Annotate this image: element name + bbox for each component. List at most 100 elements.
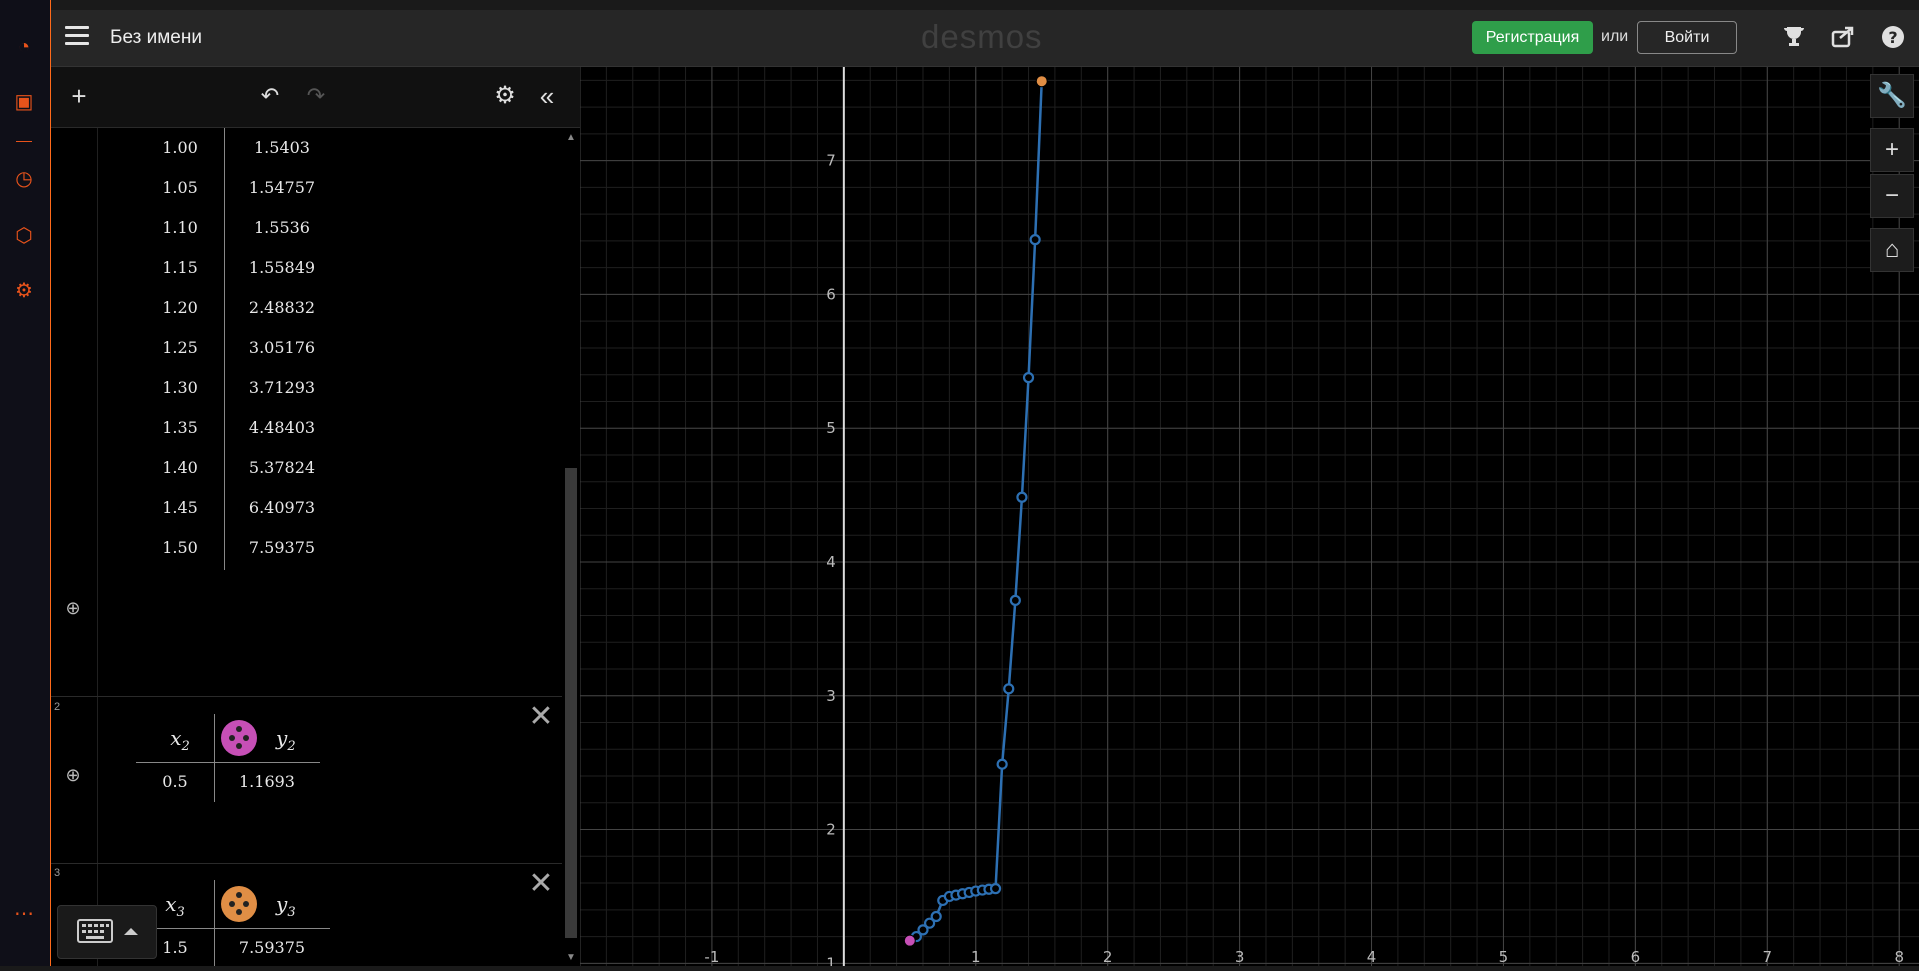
column-header-x[interactable]: x2 — [170, 726, 190, 754]
undo-button[interactable]: ↶ — [260, 83, 280, 108]
data-point — [1022, 372, 1035, 384]
share-icon[interactable] — [1829, 24, 1857, 52]
graph-area[interactable]: -1 1 2 3 4 5 6 7 8 1 2 3 4 5 6 7 🔧 + − ⌂ — [579, 67, 1919, 971]
expression-divider — [51, 863, 562, 864]
table-cell[interactable]: 3.05176 — [248, 338, 316, 357]
table-cell[interactable]: 1.05 — [162, 178, 198, 197]
column-divider — [224, 128, 225, 570]
x-tick-label: 4 — [1367, 948, 1377, 966]
column-header-y[interactable]: y2 — [276, 726, 296, 754]
login-button[interactable]: Войти — [1637, 21, 1737, 54]
table-cell[interactable]: 0.5 — [162, 772, 188, 791]
table-cell[interactable]: 5.37824 — [248, 458, 316, 477]
points-style-icon[interactable] — [221, 886, 257, 922]
table-cell[interactable]: 3.71293 — [248, 378, 316, 397]
header-divider — [136, 762, 320, 763]
expression-list: 1.00 1.5403 1.05 1.54757 1.10 1.5536 1.15 1.558… — [51, 128, 562, 966]
zoom-out-button[interactable]: − — [1870, 174, 1914, 218]
table-cell[interactable]: 1.5 — [162, 938, 188, 957]
table-cell[interactable]: 1.15 — [162, 258, 198, 277]
x-tick-label: 6 — [1631, 948, 1641, 966]
table-cell[interactable]: 1.20 — [162, 298, 198, 317]
x-tick-label: 3 — [1235, 948, 1245, 966]
signup-button[interactable]: Регистрация — [1472, 21, 1593, 54]
delete-expression-icon[interactable]: ✕ — [528, 700, 554, 733]
gear-icon[interactable]: ⚙ — [15, 280, 33, 302]
table-cell[interactable]: 7.59375 — [248, 538, 316, 557]
table-cell[interactable]: 1.50 — [162, 538, 198, 557]
or-label: или — [1601, 28, 1629, 45]
menu-icon[interactable] — [65, 26, 89, 46]
zoom-fit-icon[interactable]: ⊕ — [65, 765, 81, 785]
expression-toolbar: + ↶ ↷ ⚙ « — [51, 67, 580, 128]
rail-divider — [16, 141, 32, 142]
scroll-up-icon[interactable]: ▲ — [566, 132, 576, 143]
x-tick-label: -1 — [704, 948, 719, 966]
side-rail: ◔ ▣ ◷ ⬡ ⚙ ⋯ — [0, 0, 51, 966]
table-cell[interactable]: 7.59375 — [238, 938, 306, 957]
data-point — [923, 917, 936, 929]
table-cell[interactable]: 6.40973 — [248, 498, 316, 517]
home-view-icon[interactable]: ⌂ — [1870, 228, 1914, 272]
table-cell[interactable]: 1.10 — [162, 218, 198, 237]
cube-icon[interactable]: ⬡ — [15, 225, 33, 247]
table-cell[interactable]: 2.48832 — [248, 298, 316, 317]
data-point — [1009, 594, 1021, 606]
x-tick-label: 2 — [1103, 948, 1113, 966]
trophy-icon[interactable] — [1780, 24, 1808, 52]
y-tick-label: 5 — [826, 419, 836, 437]
graph-settings-icon[interactable]: ⚙ — [494, 82, 516, 109]
table-cell[interactable]: 4.48403 — [248, 418, 316, 437]
expression-panel: + ↶ ↷ ⚙ « 1.00 1.5403 1.05 1.54757 1.10 1.553… — [51, 67, 581, 966]
x-tick-label: 7 — [1763, 948, 1773, 966]
keyboard-toggle-button[interactable] — [57, 905, 157, 959]
expression-number: 3 — [54, 867, 61, 879]
table-cell[interactable]: 1.54757 — [248, 178, 316, 197]
expression-gutter — [51, 128, 98, 696]
desmos-logo: desmos — [921, 18, 1043, 55]
x-tick-label: 5 — [1499, 948, 1509, 966]
redo-button[interactable]: ↷ — [306, 83, 326, 108]
highlight-point — [1035, 75, 1048, 88]
speedometer-icon[interactable]: ◔ — [17, 36, 31, 58]
table-cell[interactable]: 1.55849 — [248, 258, 316, 277]
column-divider — [214, 714, 215, 802]
y-tick-label: 6 — [826, 285, 836, 303]
table-cell[interactable]: 1.35 — [162, 418, 198, 437]
table-cell[interactable]: 1.5536 — [254, 218, 310, 237]
collapse-panel-icon[interactable]: « — [539, 81, 555, 111]
table-cell[interactable]: 1.25 — [162, 338, 198, 357]
scrollbar-thumb[interactable] — [565, 468, 577, 938]
data-point — [930, 910, 942, 923]
table-cell[interactable]: 1.5403 — [254, 138, 310, 157]
column-divider — [214, 880, 215, 966]
zoom-fit-icon[interactable]: ⊕ — [65, 598, 81, 618]
data-point — [1003, 683, 1015, 695]
table-cell[interactable]: 1.45 — [162, 498, 198, 517]
history-icon[interactable]: ◷ — [15, 168, 33, 190]
data-point — [1016, 491, 1028, 503]
expression-divider — [51, 696, 562, 697]
add-expression-button[interactable]: + — [71, 81, 87, 111]
document-title[interactable]: Без имени — [110, 27, 202, 48]
expression-scrollbar[interactable]: ▲ ▼ — [562, 128, 580, 966]
data-point — [989, 883, 1002, 895]
graph-canvas[interactable]: -1 1 2 3 4 5 6 7 8 1 2 3 4 5 6 7 — [579, 67, 1919, 971]
twitch-icon[interactable]: ▣ — [14, 91, 34, 113]
column-header-y[interactable]: y3 — [276, 892, 296, 920]
zoom-in-button[interactable]: + — [1870, 128, 1914, 172]
wrench-icon[interactable]: 🔧 — [1870, 74, 1914, 118]
svg-text:?: ? — [1888, 28, 1897, 47]
highlight-point — [903, 934, 916, 947]
x-tick-label: 8 — [1894, 948, 1904, 966]
table-cell[interactable]: 1.30 — [162, 378, 198, 397]
points-style-icon[interactable] — [221, 720, 257, 756]
table-cell[interactable]: 1.00 — [162, 138, 198, 157]
table-cell[interactable]: 1.40 — [162, 458, 198, 477]
more-icon[interactable]: ⋯ — [14, 903, 34, 925]
table-cell[interactable]: 1.1693 — [239, 772, 295, 791]
help-icon[interactable]: ? — [1879, 24, 1907, 52]
delete-expression-icon[interactable]: ✕ — [528, 867, 554, 900]
scroll-down-icon[interactable]: ▼ — [566, 952, 576, 963]
column-header-x[interactable]: x3 — [165, 892, 185, 920]
